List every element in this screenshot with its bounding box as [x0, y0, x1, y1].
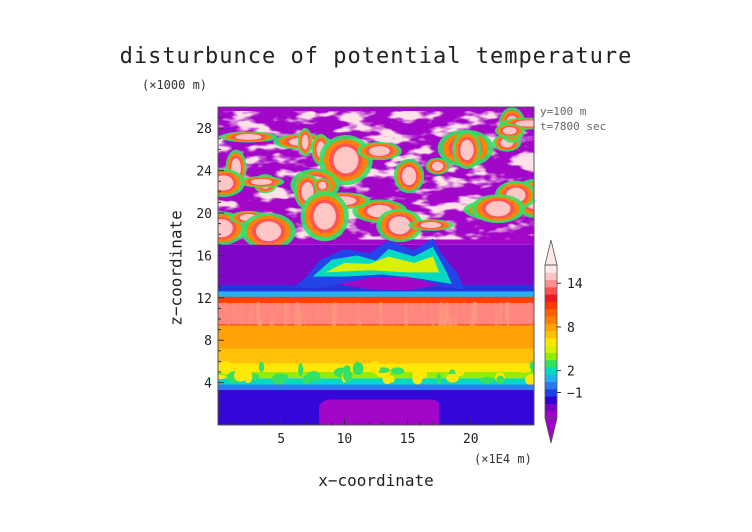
colorbar-swatch: [545, 388, 557, 397]
x-axis-label: x−coordinate: [318, 471, 434, 490]
plot-area: [218, 107, 534, 425]
transition-bump: [218, 374, 226, 380]
transition-bump: [390, 367, 405, 375]
chart-title: disturbunce of potential temperature: [119, 44, 633, 69]
transition-bump: [317, 363, 327, 371]
y-axis-unit: (×1000 m): [142, 78, 208, 92]
stratospheric-patch: [471, 194, 525, 224]
stratospheric-patch: [300, 191, 349, 242]
transition-bump: [272, 373, 285, 386]
stratospheric-patch: [408, 219, 454, 231]
x-tick-label: 10: [337, 432, 353, 447]
colorbar-swatch: [545, 352, 557, 361]
stratospheric-patch: [238, 176, 285, 188]
transition-bump: [343, 365, 351, 372]
stratospheric-patch: [297, 127, 313, 157]
colorbar-swatch: [545, 308, 557, 317]
stratospheric-patch: [241, 212, 296, 250]
colorbar-swatch: [545, 272, 557, 281]
transition-bump: [517, 366, 532, 373]
y-tick-label: 16: [196, 249, 212, 264]
transition-bump: [298, 363, 304, 377]
transition-bump: [525, 374, 534, 386]
colorbar-tick-label: 14: [567, 277, 583, 292]
colorbar-swatch: [545, 403, 557, 412]
colorbar-swatch: [545, 367, 557, 375]
region-tropopause-cyan: [218, 291, 534, 298]
stratospheric-patch: [494, 123, 525, 138]
colorbar-tick-label: 2: [567, 365, 575, 380]
colorbar-swatch: [545, 294, 557, 302]
transition-bump: [219, 361, 233, 375]
transition-bump: [443, 365, 448, 371]
colorbar-swatch: [545, 323, 557, 332]
colorbar-swatch: [545, 286, 557, 295]
colorbar-tick-label: 8: [567, 321, 575, 336]
region-mid-yellow: [218, 348, 534, 364]
annotation-time: t=7800 sec: [540, 120, 607, 133]
region-transition-cyan: [218, 378, 534, 385]
colorbar-swatch: [545, 337, 557, 346]
colorbar-swatch: [545, 381, 557, 390]
colorbar-swatch: [545, 374, 557, 383]
axes: 5 10 15 20 4 8 12 16 20 24 28: [196, 106, 535, 447]
stratospheric-patch: [218, 168, 245, 198]
stratospheric-patch: [393, 158, 425, 194]
transition-bump: [412, 367, 419, 376]
transition-bump: [479, 376, 495, 384]
x-tick-label: 20: [463, 432, 479, 447]
colorbar-tick-label: −1: [567, 387, 583, 402]
anvil-core: [325, 256, 440, 273]
x-tick-label: 15: [400, 432, 416, 447]
colorbar-low-arrow: [544, 417, 558, 444]
colorbar-swatch: [545, 330, 557, 339]
stratospheric-patch: [376, 208, 424, 243]
transition-bump: [352, 361, 364, 376]
colorbar-swatch: [545, 359, 557, 368]
transition-bump: [436, 373, 442, 386]
colorbar-high-arrow: [544, 239, 558, 266]
anvil-gap: [338, 276, 440, 291]
colorbar-swatch: [545, 410, 557, 419]
colorbar-frame: [544, 264, 558, 419]
transition-bump: [302, 375, 311, 385]
transition-bump: [234, 369, 247, 382]
colorbar-swatch: [545, 301, 557, 310]
transition-bump: [446, 373, 459, 383]
region-cold-pool: [319, 399, 440, 425]
x-tick-label: 5: [277, 432, 285, 447]
transition-bump: [382, 374, 393, 385]
transition-bump: [258, 361, 265, 373]
annotation-y-position: y=100 m: [540, 105, 587, 118]
x-axis-unit: (×1E4 m): [474, 452, 532, 466]
y-tick-label: 20: [196, 207, 212, 222]
colorbar-swatch: [545, 316, 557, 324]
stratospheric-patch: [425, 157, 450, 175]
transition-bump: [454, 364, 465, 377]
transition-bump: [370, 360, 381, 374]
y-tick-label: 8: [204, 334, 212, 349]
y-tick-label: 4: [204, 377, 212, 392]
stratospheric-patch: [356, 141, 402, 161]
y-tick-label: 24: [196, 165, 212, 180]
stratospheric-patch: [452, 130, 482, 170]
colorbar-swatch: [545, 396, 557, 404]
transition-bump: [496, 375, 505, 385]
y-tick-label: 12: [196, 292, 212, 307]
transition-bump: [342, 370, 353, 382]
colorbar: 14 8 2 −1: [544, 239, 583, 444]
y-tick-label: 28: [196, 122, 212, 137]
region-boundary-top: [218, 384, 534, 391]
colorbar-swatch: [545, 279, 557, 288]
colorbar-swatch: [545, 345, 557, 353]
region-transition-green: [218, 372, 534, 379]
stratospheric-patch: [220, 131, 277, 143]
colorbar-swatch: [545, 265, 557, 273]
stratospheric-patch: [313, 178, 332, 193]
